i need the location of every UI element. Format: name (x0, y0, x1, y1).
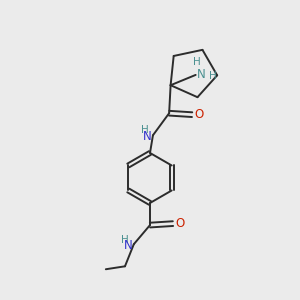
Text: H: H (209, 71, 217, 81)
Text: O: O (175, 217, 184, 230)
Text: H: H (193, 57, 201, 67)
Text: O: O (194, 108, 204, 121)
Text: N: N (143, 130, 152, 143)
Text: H: H (141, 125, 148, 135)
Text: H: H (121, 235, 129, 245)
Text: N: N (197, 68, 206, 80)
Text: N: N (124, 239, 132, 252)
